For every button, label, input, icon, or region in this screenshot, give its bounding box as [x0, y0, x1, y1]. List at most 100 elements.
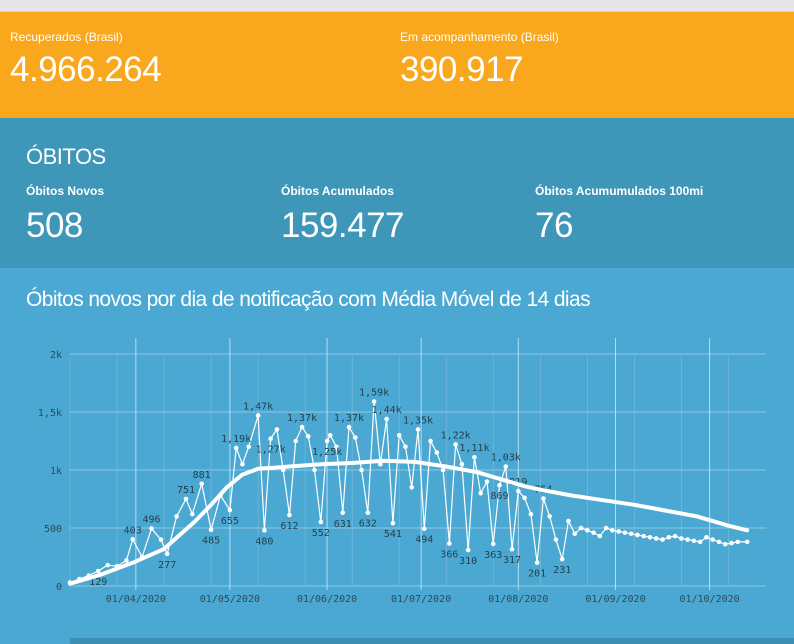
daily-deaths-point — [472, 454, 477, 460]
daily-deaths-point — [227, 507, 233, 513]
data-label: 310 — [459, 556, 477, 567]
daily-deaths-point — [484, 479, 490, 484]
data-label: 366 — [440, 550, 458, 561]
daily-deaths-point — [199, 481, 204, 487]
data-label: 231 — [553, 565, 571, 576]
daily-deaths-point — [428, 438, 433, 444]
recovered-panel: Recuperados (Brasil) 4.966.264 Em acompa… — [0, 12, 794, 118]
daily-deaths-point — [324, 438, 330, 444]
obitos-acumulados-label: Óbitos Acumulados — [281, 184, 394, 198]
data-label: 485 — [202, 536, 220, 547]
data-label: 1,59k — [359, 388, 389, 399]
y-tick-label: 1k — [50, 466, 62, 477]
daily-deaths-point — [447, 541, 452, 546]
acompanhamento-value: 390.917 — [400, 50, 524, 89]
data-label: 751 — [177, 485, 195, 496]
daily-deaths-point — [340, 510, 346, 516]
obitos-panel: ÓBITOS Óbitos Novos 508 Óbitos Acumulado… — [0, 118, 794, 268]
daily-deaths-point — [553, 537, 559, 542]
data-label: 1,27k — [256, 445, 286, 456]
daily-deaths-point — [503, 464, 509, 469]
obitos-acumulados-metric: Óbitos Acumulados 159.477 — [281, 184, 405, 246]
data-label: 552 — [312, 528, 330, 539]
y-tick-label: 1,5k — [38, 408, 62, 419]
data-label: 496 — [142, 514, 160, 525]
daily-deaths-line — [69, 401, 748, 584]
daily-deaths-point — [716, 539, 722, 545]
daily-deaths-point — [647, 534, 653, 540]
daily-deaths-point — [240, 461, 245, 467]
data-label: 869 — [490, 491, 508, 502]
daily-deaths-point — [371, 399, 377, 404]
obitos-acum100-label: Óbitos Acumumulados 100mi — [535, 184, 704, 198]
daily-deaths-point — [516, 488, 521, 494]
daily-deaths-point — [653, 536, 659, 541]
daily-deaths-point — [440, 467, 446, 473]
daily-deaths-point — [547, 514, 552, 519]
data-label: 1,03k — [491, 453, 521, 464]
daily-deaths-point — [603, 525, 609, 531]
obitos-novos-metric: Óbitos Novos 508 — [26, 184, 104, 246]
daily-deaths-point — [105, 562, 110, 568]
data-label: 655 — [221, 516, 239, 527]
data-label: 541 — [384, 529, 402, 540]
daily-deaths-point — [744, 539, 750, 545]
daily-deaths-point — [434, 450, 440, 455]
y-tick-label: 0 — [56, 582, 62, 593]
daily-deaths-point — [305, 434, 311, 439]
daily-deaths-point — [660, 537, 665, 542]
daily-deaths-point — [572, 531, 578, 537]
acompanhamento-label: Em acompanhamento (Brasil) — [400, 30, 559, 44]
daily-deaths-point — [528, 511, 534, 517]
daily-deaths-point — [208, 527, 214, 533]
x-tick-label: 01/06/2020 — [297, 594, 357, 605]
daily-deaths-point — [334, 444, 339, 450]
daily-deaths-point — [403, 444, 408, 450]
acompanhamento-metric: Em acompanhamento (Brasil) 390.917 — [400, 30, 559, 90]
daily-deaths-point — [396, 432, 402, 438]
daily-deaths-point — [729, 540, 734, 546]
data-label: 277 — [158, 560, 176, 571]
daily-deaths-point — [255, 413, 261, 418]
data-label: 1,25k — [312, 447, 342, 458]
recuperados-value: 4.966.264 — [10, 50, 162, 89]
daily-deaths-point — [497, 482, 502, 488]
data-label: 1,37k — [334, 413, 364, 424]
data-label: 1,47k — [243, 401, 273, 412]
daily-deaths-point — [164, 551, 170, 557]
daily-deaths-point — [622, 530, 628, 535]
daily-deaths-point — [584, 528, 590, 533]
daily-deaths-point — [312, 467, 317, 473]
daily-deaths-point — [735, 539, 741, 545]
chart-panel: Óbitos novos por dia de notificação com … — [0, 268, 794, 644]
daily-deaths-point — [697, 539, 703, 545]
data-label: 201 — [528, 569, 546, 580]
moving-average-line — [68, 458, 750, 586]
obitos-title: ÓBITOS — [26, 144, 106, 169]
daily-deaths-point — [352, 435, 358, 440]
x-tick-label: 01/09/2020 — [585, 594, 645, 605]
x-tick-label: 01/05/2020 — [200, 594, 260, 605]
daily-deaths-point — [246, 444, 252, 450]
recuperados-metric: Recuperados (Brasil) 4.966.264 — [10, 30, 162, 90]
daily-deaths-point — [679, 536, 684, 541]
daily-deaths-point — [359, 467, 364, 473]
obitos-novos-label: Óbitos Novos — [26, 184, 105, 198]
obitos-acum100-value: 76 — [535, 206, 573, 245]
daily-deaths-point — [174, 514, 179, 519]
daily-deaths-point — [597, 533, 603, 539]
data-label: 494 — [415, 535, 433, 546]
daily-deaths-point — [268, 436, 273, 441]
daily-deaths-point — [409, 485, 415, 490]
daily-deaths-point — [158, 537, 164, 542]
daily-deaths-point — [685, 537, 690, 542]
daily-deaths-point — [189, 511, 195, 517]
data-label: 631 — [334, 519, 352, 530]
daily-deaths-point — [183, 496, 189, 502]
data-label: 881 — [193, 470, 211, 481]
daily-deaths-point — [233, 445, 239, 451]
y-tick-label: 500 — [44, 524, 62, 535]
daily-deaths-point — [149, 526, 154, 531]
data-label: 1,35k — [403, 415, 433, 426]
y-tick-label: 2k — [50, 350, 62, 361]
